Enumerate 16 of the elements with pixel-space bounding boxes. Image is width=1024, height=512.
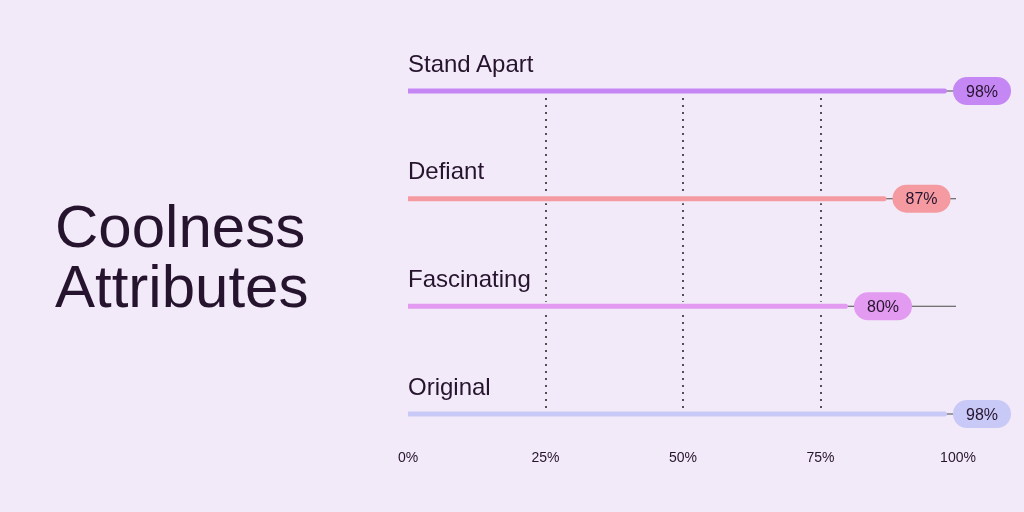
y-tick-label: Fascinating	[408, 264, 531, 292]
x-tick-label: 75%	[806, 449, 835, 465]
data-label: 87%	[905, 190, 938, 208]
data-label: 98%	[966, 82, 999, 100]
x-tick-label: 0%	[397, 449, 419, 465]
data-label: 80%	[867, 297, 900, 315]
y-tick-label: Stand Apart	[408, 49, 534, 77]
y-tick-label: Original	[408, 372, 491, 400]
x-tick-label: 100%	[940, 449, 976, 465]
text: Coolness Attributes	[55, 192, 322, 320]
bar	[408, 411, 947, 417]
x-tick-label: 50%	[668, 449, 698, 465]
y-tick-label: Defiant	[408, 157, 485, 185]
data-label: 98%	[966, 405, 999, 423]
x-tick-label: 25%	[531, 449, 560, 465]
bar	[408, 88, 947, 94]
